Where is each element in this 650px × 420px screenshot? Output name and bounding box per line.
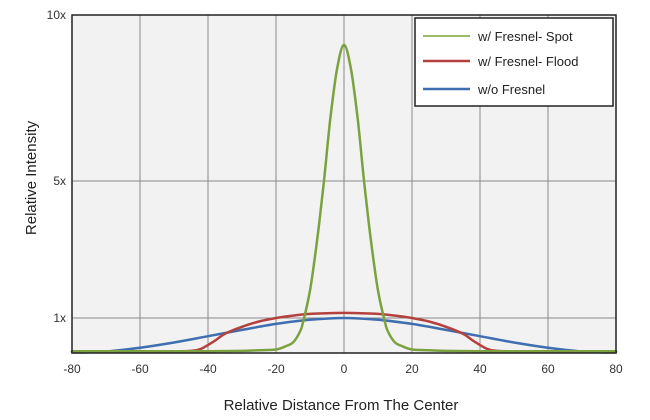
series-line-flood — [70, 311, 618, 353]
legend-label-flood: w/ Fresnel- Flood — [477, 54, 578, 69]
series-line-no-fresnel — [70, 316, 618, 354]
x-tick-label: 20 — [405, 362, 419, 376]
x-tick-label: 60 — [541, 362, 555, 376]
x-axis-label: Relative Distance From The Center — [224, 397, 459, 414]
x-tick-label: 40 — [473, 362, 487, 376]
x-tick-labels: -80 -60 -40 -20 0 20 40 60 80 — [63, 362, 623, 376]
x-tick-label: -80 — [63, 362, 81, 376]
y-tick-label: 10x — [47, 8, 66, 22]
legend-label-spot: w/ Fresnel- Spot — [477, 29, 573, 44]
series-line-spot — [70, 43, 618, 353]
y-tick-label: 1x — [53, 311, 66, 325]
x-tick-label: -60 — [131, 362, 149, 376]
y-axis-label: Relative Intensity — [23, 120, 40, 235]
x-tick-label: -20 — [267, 362, 285, 376]
x-tick-label: -40 — [199, 362, 217, 376]
x-tick-label: 80 — [609, 362, 623, 376]
legend: w/ Fresnel- Spot w/ Fresnel- Flood w/o F… — [414, 17, 614, 107]
legend-label-no-fresnel: w/o Fresnel — [477, 82, 545, 97]
y-tick-labels: 1x 5x 10x — [47, 8, 66, 325]
y-tick-label: 5x — [53, 174, 66, 188]
plot-frame — [71, 14, 617, 354]
series-layer — [70, 43, 618, 354]
x-tick-label: 0 — [341, 362, 348, 376]
